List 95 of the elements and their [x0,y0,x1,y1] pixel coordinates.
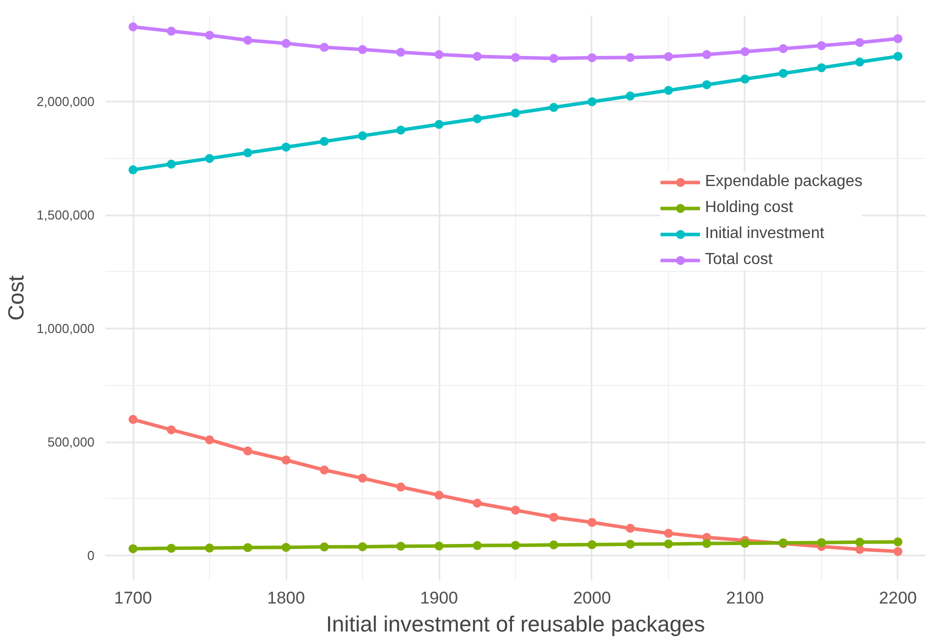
point [243,543,252,552]
point [396,482,406,492]
point [740,74,750,84]
x-tick-label: 2200 [879,588,917,608]
point [893,52,902,61]
point [358,542,368,552]
y-tick-label: 1,500,000 [36,208,95,223]
point [128,544,138,554]
point [358,45,368,54]
point [587,540,596,550]
point [587,518,596,527]
point [282,142,291,152]
point [778,44,788,54]
x-axis-title: Initial investment of reusable packages [326,612,706,636]
point [205,435,214,444]
point [320,42,329,52]
point [396,48,406,57]
point [549,54,558,63]
x-tick-label: 1800 [267,588,305,608]
point [626,92,635,101]
point [205,544,214,553]
point [740,538,750,548]
point [511,506,520,515]
point [664,52,673,62]
point [893,546,902,556]
point [702,50,712,60]
point [702,80,712,90]
point [358,474,368,483]
point [434,120,444,129]
point [128,414,138,424]
point [587,53,596,62]
point [320,542,329,552]
point [855,38,864,47]
point [511,108,520,118]
point [816,41,826,50]
point [855,538,864,547]
point [893,34,902,44]
legend-label: Expendable packages [705,173,862,191]
point [434,490,444,500]
point [166,425,176,434]
legend-label: Total cost [705,251,773,269]
point [549,102,558,112]
x-tick-label: 2100 [726,588,764,608]
y-tick-label: 0 [87,548,95,564]
point [740,47,750,56]
point [243,36,252,45]
point [855,58,864,67]
point [511,52,520,62]
point [472,52,482,61]
point [893,537,902,546]
point [205,154,214,163]
y-axis-title: Cost [4,275,29,321]
y-tick-label: 500,000 [48,434,95,450]
x-tick-label: 2000 [573,588,611,608]
point [472,114,482,124]
point [282,38,291,48]
point [320,466,329,474]
point [816,538,826,548]
y-tick-label: 1,000,000 [36,321,95,336]
point [166,26,176,36]
legend-label: Initial investment [705,225,824,243]
point [587,97,596,106]
point [816,63,826,72]
point [243,148,252,158]
point [549,540,558,550]
point [626,524,635,533]
point [166,160,176,169]
point [128,22,138,32]
y-tick-label: 2,000,000 [36,94,95,110]
point [472,498,482,508]
point [166,544,176,553]
point [626,540,635,549]
point [664,86,673,95]
point [626,52,635,62]
point [434,50,444,60]
legend-label: Holding cost [705,199,794,217]
point [128,165,138,174]
point [778,68,788,78]
point [511,540,520,550]
point [396,542,406,551]
x-tick-label: 1900 [420,588,458,608]
point [320,136,329,146]
point [664,528,673,538]
x-tick-label: 1700 [114,588,152,608]
point [282,456,291,465]
point [358,131,368,140]
point [664,539,673,548]
point [396,126,406,135]
point [243,446,252,456]
point [702,539,712,548]
point [472,541,482,550]
point [205,30,214,40]
point [282,542,291,552]
point [549,512,558,522]
point [434,542,444,550]
